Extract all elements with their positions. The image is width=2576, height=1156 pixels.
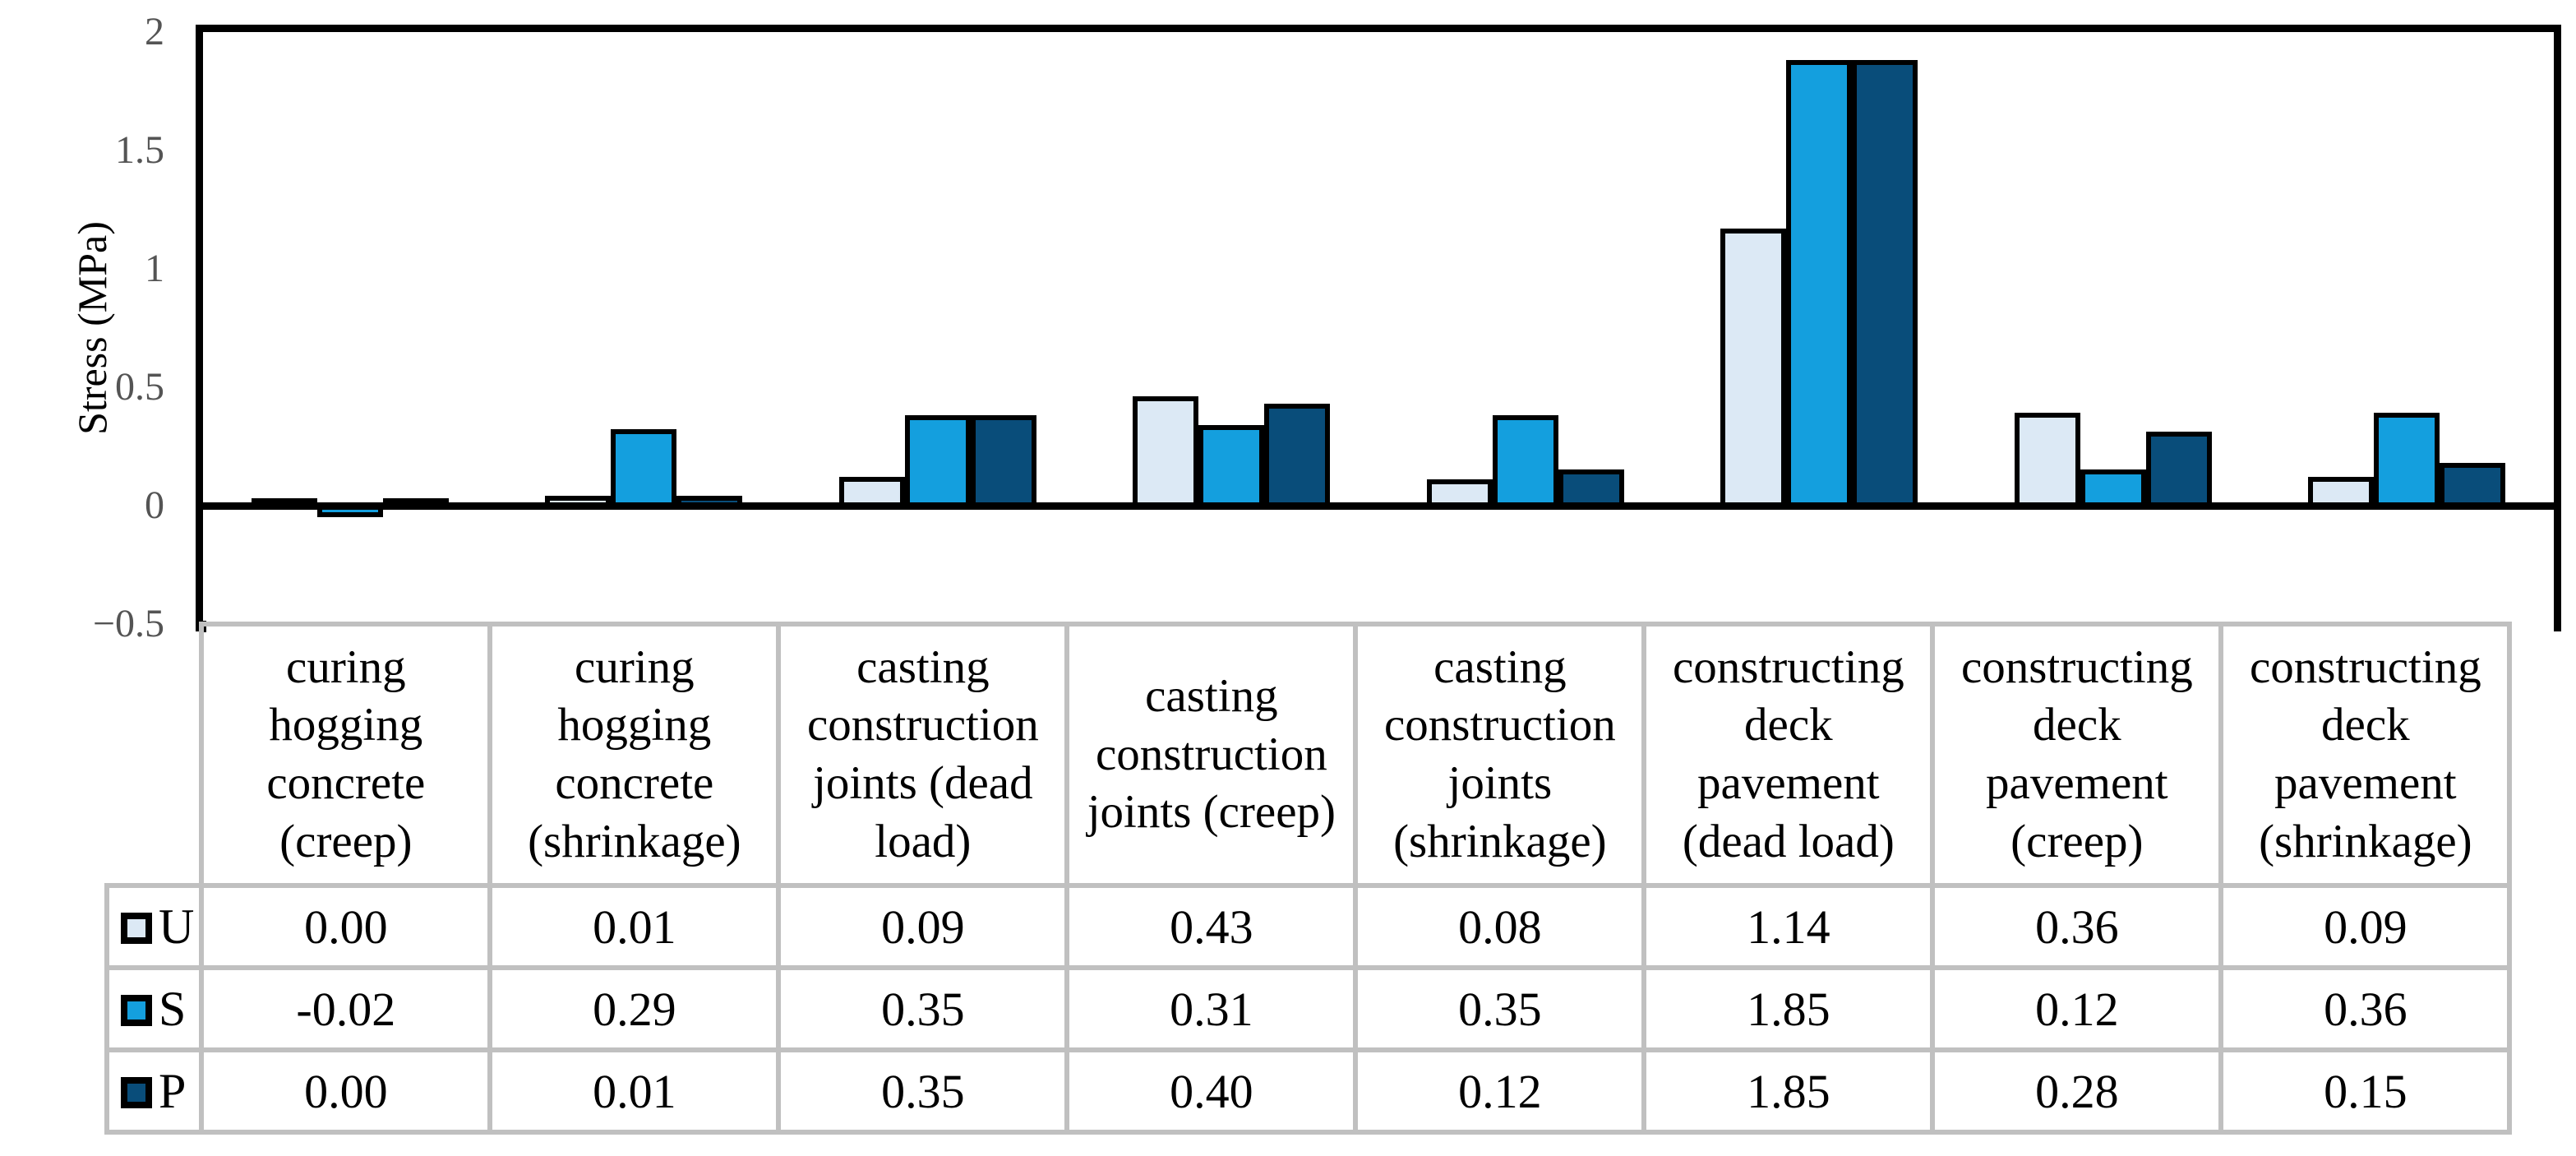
value-cell: 0.08 — [1353, 883, 1647, 970]
legend-swatch-icon — [121, 912, 152, 944]
y-tick-label: 1 — [145, 247, 164, 290]
bar-P-cat8 — [2440, 463, 2505, 510]
legend-cell-S: S — [104, 965, 205, 1052]
value-cell: 0.00 — [199, 883, 493, 970]
y-tick-label: 1.5 — [115, 128, 164, 172]
value-cell: 0.12 — [1930, 965, 2224, 1052]
category-label: casting construction joints (dead load) — [776, 622, 1070, 888]
value-cell: 0.01 — [487, 883, 782, 970]
value-cell: 0.29 — [487, 965, 782, 1052]
value-cell: 0.09 — [776, 883, 1070, 970]
bar-P-cat7 — [2146, 432, 2212, 510]
legend-cell-P: P — [104, 1047, 205, 1135]
y-axis-title: Stress (MPa) — [69, 221, 115, 435]
series-row-P: P 0.00 0.01 0.35 0.40 0.12 1.85 0.28 0.15 — [104, 1047, 2513, 1135]
y-tick-label: 0 — [145, 483, 164, 527]
bar-S-cat4 — [1198, 425, 1264, 510]
value-cell: -0.02 — [199, 965, 493, 1052]
series-name: P — [159, 1063, 187, 1118]
value-cell: 0.40 — [1064, 1047, 1359, 1135]
y-tick-label: 0.5 — [115, 365, 164, 409]
bar-P-cat3 — [971, 415, 1036, 510]
series-name: U — [159, 899, 195, 954]
series-row-S: S -0.02 0.29 0.35 0.31 0.35 1.85 0.12 0.36 — [104, 965, 2513, 1052]
bar-U-cat6 — [1720, 229, 1786, 510]
category-label: constructing deck pavement (shrinkage) — [2218, 622, 2513, 888]
value-cell: 0.31 — [1064, 965, 1359, 1052]
category-label: curing hogging concrete (creep) — [199, 622, 493, 888]
bar-P-cat6 — [1852, 60, 1918, 510]
plot-area-border — [196, 25, 2561, 631]
legend-swatch-icon — [121, 994, 152, 1026]
series-row-U: U 0.00 0.01 0.09 0.43 0.08 1.14 0.36 0.09 — [104, 883, 2513, 970]
data-table: curing hogging concrete (creep) curing ho… — [104, 622, 2513, 1135]
value-cell: 0.01 — [487, 1047, 782, 1135]
category-label: constructing deck pavement (creep) — [1930, 622, 2224, 888]
value-cell: 0.36 — [2218, 965, 2513, 1052]
value-cell: 0.00 — [199, 1047, 493, 1135]
table-corner-spacer — [107, 624, 201, 885]
value-cell: 0.35 — [776, 1047, 1070, 1135]
value-cell: 0.43 — [1064, 883, 1359, 970]
value-cell: 1.85 — [1641, 1047, 1936, 1135]
legend-swatch-icon — [121, 1076, 152, 1108]
bar-S-cat5 — [1493, 415, 1558, 510]
value-cell: 0.09 — [2218, 883, 2513, 970]
value-cell: 0.12 — [1353, 1047, 1647, 1135]
series-name: S — [159, 981, 187, 1036]
value-cell: 1.14 — [1641, 883, 1936, 970]
bar-S-cat2 — [611, 429, 676, 510]
value-cell: 0.15 — [2218, 1047, 2513, 1135]
value-cell: 0.28 — [1930, 1047, 2224, 1135]
legend-cell-U: U — [104, 883, 205, 970]
bar-U-cat4 — [1133, 396, 1198, 510]
category-header-row: curing hogging concrete (creep) curing ho… — [107, 622, 2513, 888]
bar-U-cat7 — [2015, 413, 2080, 510]
bar-S-cat8 — [2374, 413, 2440, 510]
category-label: curing hogging concrete (shrinkage) — [487, 622, 782, 888]
zero-axis-line — [200, 502, 2554, 510]
value-cell: 0.35 — [1353, 965, 1647, 1052]
value-cell: 0.35 — [776, 965, 1070, 1052]
value-cell: 1.85 — [1641, 965, 1936, 1052]
bar-S-cat3 — [905, 415, 971, 510]
category-label: casting construction joints (shrinkage) — [1353, 622, 1647, 888]
bar-P-cat4 — [1264, 404, 1330, 510]
y-tick-label: −0.5 — [92, 602, 164, 645]
bar-S-cat6 — [1786, 60, 1852, 510]
category-label: casting construction joints (creep) — [1064, 622, 1359, 888]
category-label: constructing deck pavement (dead load) — [1641, 622, 1936, 888]
value-cell: 0.36 — [1930, 883, 2224, 970]
y-tick-label: 2 — [145, 10, 164, 53]
